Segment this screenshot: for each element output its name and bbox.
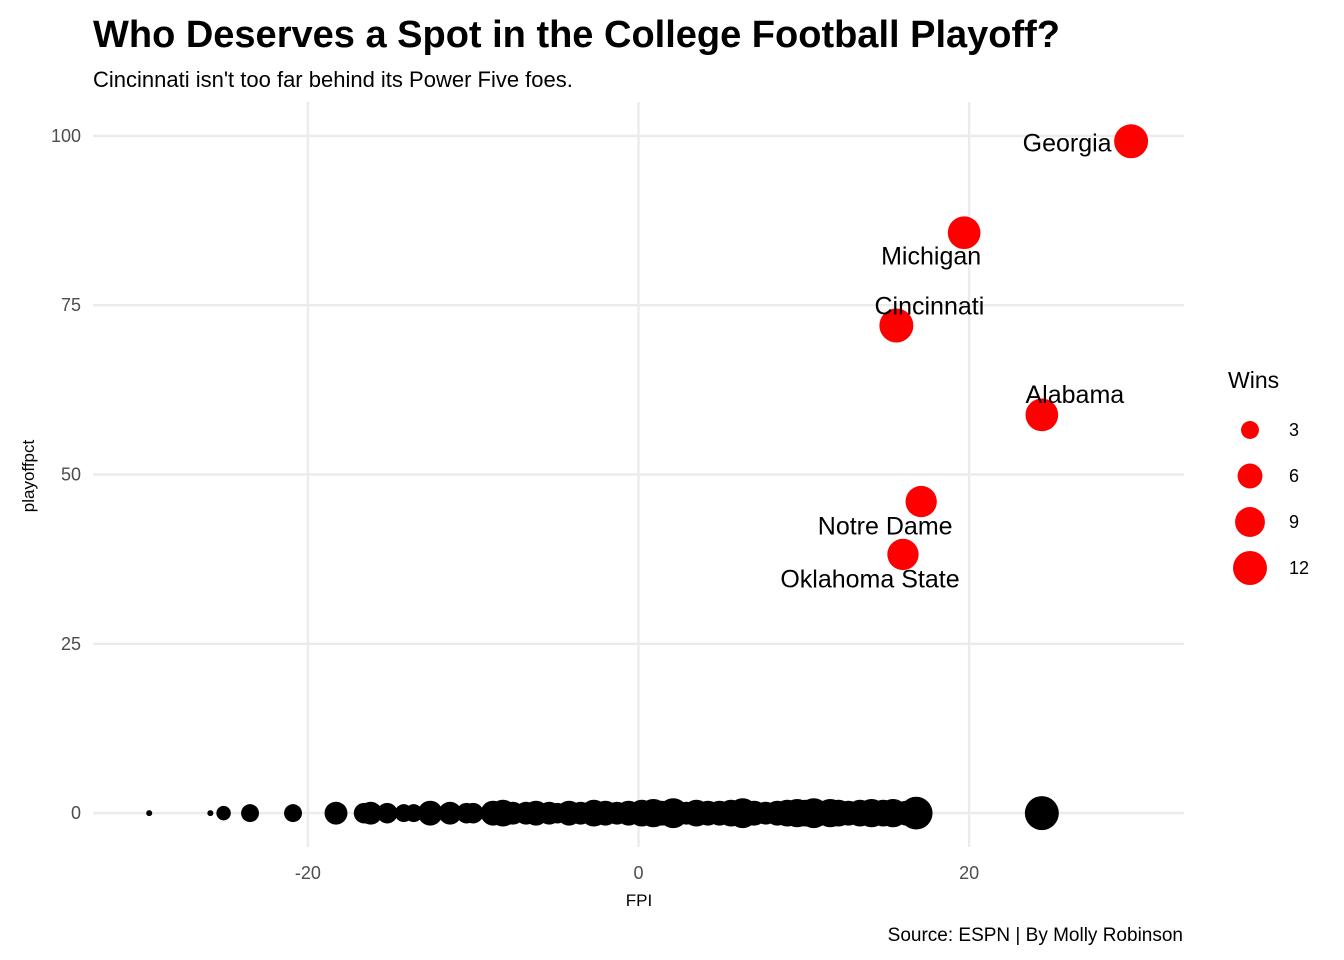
data-point-highlighted	[905, 485, 937, 518]
data-point	[146, 810, 153, 817]
y-tick-label: 50	[61, 465, 81, 485]
legend-label: 3	[1289, 420, 1299, 440]
legend-key	[1237, 463, 1263, 489]
data-point	[899, 796, 933, 830]
y-tick-label: 75	[61, 295, 81, 315]
x-tick-label: 20	[959, 863, 979, 883]
data-point-highlighted	[887, 538, 919, 571]
chart-subtitle: Cincinnati isn't too far behind its Powe…	[93, 67, 573, 92]
legend-label: 12	[1289, 558, 1309, 578]
data-point	[417, 800, 443, 826]
x-axis-title: FPI	[626, 891, 652, 910]
legend-key	[1233, 551, 1267, 585]
chart-caption: Source: ESPN | By Molly Robinson	[888, 925, 1183, 946]
data-point	[404, 804, 423, 823]
legend-label: 9	[1289, 512, 1299, 532]
legend-key	[1235, 507, 1265, 537]
chart-title: Who Deserves a Spot in the College Footb…	[93, 14, 1060, 56]
legend-title: Wins	[1228, 367, 1279, 393]
data-point-highlighted	[1025, 398, 1059, 432]
y-tick-label: 25	[61, 634, 81, 654]
y-tick-label: 100	[51, 126, 81, 146]
y-axis-ticks: 0 25 50 75 100	[51, 126, 81, 823]
x-tick-label: -20	[295, 863, 321, 883]
data-point	[462, 802, 484, 824]
y-tick-label: 0	[71, 803, 81, 823]
team-label: Georgia	[1023, 129, 1112, 157]
legend-key	[1241, 421, 1259, 439]
data-point	[359, 801, 383, 825]
data-point	[207, 810, 214, 817]
team-label: Cincinnati	[874, 293, 984, 321]
data-point	[241, 804, 260, 823]
data-point	[376, 802, 398, 824]
y-axis-title: playoffpct	[19, 440, 38, 513]
team-label: Alabama	[1026, 381, 1125, 409]
data-point-highlighted	[1114, 124, 1149, 159]
gridlines	[93, 102, 1184, 847]
data-point-highlighted	[947, 216, 981, 250]
data-point	[1024, 796, 1059, 831]
data-point	[438, 801, 462, 825]
team-label: Notre Dame	[818, 513, 953, 541]
size-legend: Wins 3 6 9 12	[1228, 367, 1309, 585]
data-point-highlighted	[879, 308, 914, 343]
team-label: Oklahoma State	[780, 565, 959, 593]
x-axis-ticks: -20 0 20	[295, 863, 979, 883]
data-point	[216, 805, 231, 821]
points-highlighted-teams	[879, 124, 1149, 571]
legend-label: 6	[1289, 466, 1299, 486]
points-other-teams	[146, 796, 1059, 831]
team-label: Michigan	[881, 243, 981, 271]
x-tick-label: 0	[633, 863, 643, 883]
data-point	[324, 801, 348, 825]
team-labels: Georgia Michigan Cincinnati Alabama Notre Da…	[780, 129, 1124, 593]
data-point	[284, 804, 302, 823]
